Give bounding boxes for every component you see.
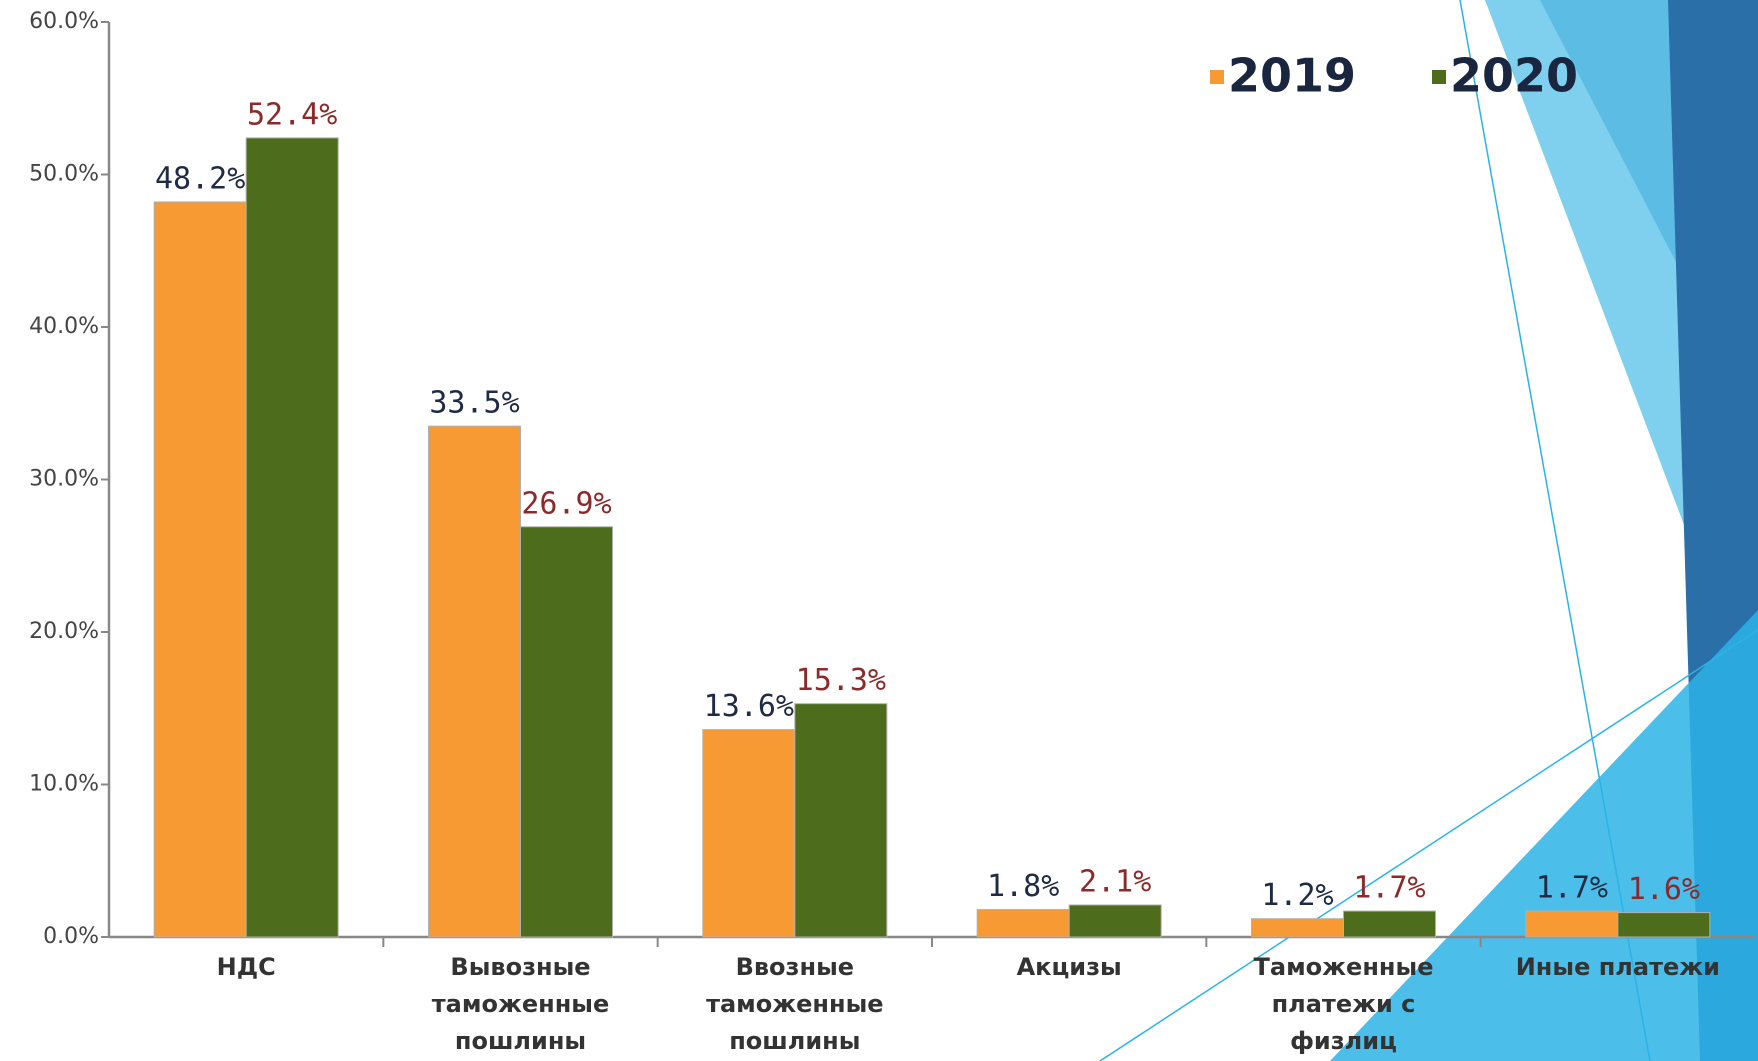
data-label: 15.3% bbox=[796, 663, 886, 698]
bar bbox=[428, 425, 521, 938]
decoration bbox=[1330, 610, 1758, 1061]
data-label: 13.6% bbox=[704, 689, 794, 724]
y-tick-label: 40.0% bbox=[29, 314, 99, 339]
legend-label: 2019 bbox=[1228, 49, 1356, 103]
data-label: 1.8% bbox=[987, 869, 1059, 904]
data-label: 1.2% bbox=[1261, 878, 1333, 913]
data-label: 52.4% bbox=[247, 97, 337, 132]
y-tick-label: 30.0% bbox=[29, 467, 99, 492]
data-label: 48.2% bbox=[155, 161, 245, 196]
data-label: 33.5% bbox=[429, 386, 519, 421]
x-tick-label: Ввозные таможенные пошлины bbox=[706, 953, 884, 1055]
y-tick-label: 0.0% bbox=[43, 924, 99, 949]
legend-swatch bbox=[1210, 70, 1224, 84]
decoration bbox=[1459, 0, 1651, 1061]
x-tick-label: Иные платежи bbox=[1515, 953, 1720, 981]
bar bbox=[153, 201, 247, 938]
y-tick-label: 20.0% bbox=[29, 619, 99, 644]
bar bbox=[702, 729, 796, 938]
bar bbox=[1343, 910, 1436, 938]
y-tick-label: 60.0% bbox=[29, 9, 99, 34]
bar bbox=[1251, 918, 1344, 938]
bar bbox=[245, 137, 339, 938]
data-label: 1.7% bbox=[1353, 871, 1425, 906]
bar bbox=[520, 526, 613, 938]
x-tick-label: Акцизы bbox=[1016, 953, 1122, 981]
bar bbox=[1525, 910, 1619, 938]
x-tick-label: Вывозные таможенные пошлины bbox=[431, 953, 610, 1055]
bar bbox=[794, 703, 888, 938]
bar bbox=[976, 909, 1070, 938]
y-tick-label: 50.0% bbox=[29, 162, 99, 187]
x-tick-label: Таможенные платежи с физлиц bbox=[1253, 953, 1434, 1055]
legend-swatch bbox=[1432, 70, 1446, 84]
bar bbox=[1068, 904, 1162, 938]
data-label: 26.9% bbox=[521, 486, 611, 521]
x-tick-label: НДС bbox=[216, 953, 276, 981]
bar bbox=[1617, 912, 1711, 938]
data-label: 1.7% bbox=[1536, 871, 1608, 906]
decoration bbox=[1099, 629, 1758, 1061]
data-label: 1.6% bbox=[1628, 872, 1700, 907]
legend-label: 2020 bbox=[1450, 49, 1578, 103]
y-tick-label: 10.0% bbox=[29, 772, 99, 797]
data-label: 2.1% bbox=[1079, 864, 1151, 899]
